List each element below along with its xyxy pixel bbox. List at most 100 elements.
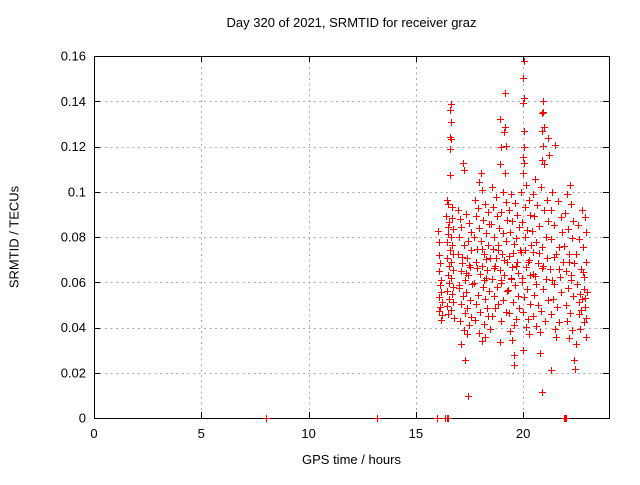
data-point-marker: [568, 201, 575, 208]
data-point-marker: [449, 291, 456, 298]
data-point-marker: [536, 250, 543, 257]
data-point-marker: [448, 307, 455, 314]
data-point-marker: [545, 297, 552, 304]
data-point-marker: [443, 213, 450, 220]
data-point-marker: [506, 207, 513, 214]
data-points: [263, 58, 591, 422]
data-point-marker: [520, 309, 527, 316]
data-point-marker: [478, 170, 485, 177]
data-point-marker: [544, 255, 551, 262]
data-point-marker: [480, 284, 487, 291]
data-point-marker: [486, 288, 493, 295]
data-point-marker: [439, 312, 446, 319]
data-point-marker: [516, 224, 523, 231]
data-point-marker: [518, 249, 525, 256]
data-point-marker: [544, 197, 551, 204]
data-point-marker: [577, 326, 584, 333]
data-point-marker: [503, 199, 510, 206]
data-point-marker: [493, 255, 500, 262]
data-point-marker: [485, 209, 492, 216]
y-tick-label: 0.02: [61, 365, 86, 380]
data-point-marker: [510, 299, 517, 306]
data-point-marker: [519, 275, 526, 282]
data-point-marker: [530, 249, 537, 256]
data-point-marker: [533, 239, 540, 246]
data-point-marker: [446, 280, 453, 287]
data-point-marker: [566, 259, 573, 266]
data-point-marker: [475, 205, 482, 212]
data-point-marker: [541, 207, 548, 214]
data-point-marker: [576, 236, 583, 243]
y-tick-label: 0.14: [61, 94, 86, 109]
data-point-marker: [500, 189, 507, 196]
data-point-marker: [570, 293, 577, 300]
data-point-marker: [476, 225, 483, 232]
data-point-marker: [501, 257, 508, 264]
data-point-marker: [497, 339, 504, 346]
data-point-marker: [437, 304, 444, 311]
data-point-marker: [479, 246, 486, 253]
data-point-marker: [557, 274, 564, 281]
data-point-marker: [539, 157, 546, 164]
grid-lines: [94, 56, 609, 418]
data-point-marker: [552, 142, 559, 149]
data-point-marker: [499, 251, 506, 258]
data-point-marker: [502, 90, 509, 97]
data-point-marker: [527, 301, 534, 308]
data-point-marker: [466, 262, 473, 269]
data-point-marker: [462, 277, 469, 284]
data-point-marker: [554, 304, 561, 311]
data-point-marker: [565, 285, 572, 292]
data-point-marker: [437, 260, 444, 267]
data-point-marker: [534, 202, 541, 209]
data-point-marker: [374, 415, 381, 422]
data-point-marker: [498, 209, 505, 216]
data-point-marker: [577, 291, 584, 298]
data-point-marker: [473, 259, 480, 266]
data-point-marker: [434, 415, 441, 422]
data-point-marker: [539, 244, 546, 251]
data-point-marker: [568, 272, 575, 279]
data-point-marker: [569, 327, 576, 334]
data-point-marker: [459, 254, 466, 261]
data-point-marker: [529, 228, 536, 235]
data-point-marker: [444, 303, 451, 310]
y-tick-label: 0.1: [68, 184, 86, 199]
data-point-marker: [535, 260, 542, 267]
data-point-marker: [583, 229, 590, 236]
data-point-marker: [464, 331, 471, 338]
y-tick-label: 0.06: [61, 275, 86, 290]
x-tick-labels: 0 5 10 15 20: [90, 426, 530, 441]
data-point-marker: [513, 235, 520, 242]
data-point-marker: [524, 286, 531, 293]
data-point-marker: [583, 315, 590, 322]
data-point-marker: [573, 341, 580, 348]
data-point-marker: [497, 267, 504, 274]
data-point-marker: [525, 316, 532, 323]
data-point-marker: [555, 198, 562, 205]
x-tick-label: 15: [409, 426, 423, 441]
data-point-marker: [521, 160, 528, 167]
data-point-marker: [465, 393, 472, 400]
data-point-marker: [580, 244, 587, 251]
data-point-marker: [457, 216, 464, 223]
data-point-marker: [481, 277, 488, 284]
data-point-marker: [501, 272, 508, 279]
y-axis-label: SRMTID / TECUs: [6, 185, 22, 289]
data-point-marker: [461, 242, 468, 249]
data-point-marker: [551, 222, 558, 229]
data-point-marker: [511, 241, 518, 248]
data-point-marker: [539, 110, 546, 117]
data-point-marker: [435, 228, 442, 235]
data-point-marker: [540, 109, 547, 116]
data-point-marker: [455, 251, 462, 258]
data-point-marker: [537, 350, 544, 357]
data-point-marker: [521, 294, 528, 301]
data-point-marker: [509, 218, 516, 225]
data-point-marker: [571, 357, 578, 364]
data-point-marker: [507, 328, 514, 335]
data-point-marker: [525, 259, 532, 266]
data-point-marker: [487, 255, 494, 262]
data-point-marker: [575, 222, 582, 229]
data-point-marker: [524, 227, 531, 234]
